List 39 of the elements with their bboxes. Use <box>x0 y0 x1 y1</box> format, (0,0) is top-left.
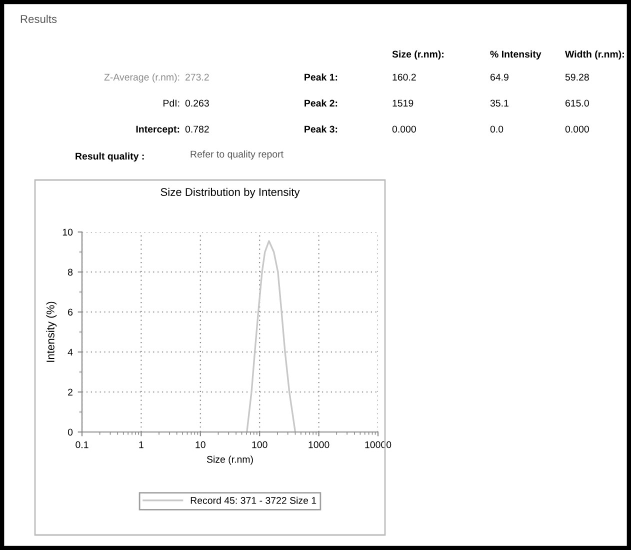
text: Width (r.nm): <box>565 50 624 60</box>
y-axis-title: Intensity (%) <box>46 302 57 362</box>
text: 0.000 <box>565 126 589 133</box>
x-tick-label: 10 <box>196 441 206 448</box>
text: 0.782 <box>185 126 209 133</box>
text: 615.0 <box>565 100 589 107</box>
text: % Intensity <box>490 50 542 60</box>
text: Refer to quality report <box>190 150 284 160</box>
text: Peak 2: <box>304 99 338 107</box>
text: 1519 <box>392 100 414 107</box>
y-tick-label: 2 <box>68 388 72 396</box>
text: Z-Average (r.nm): <box>104 73 180 83</box>
y-tick-label: 8 <box>68 268 73 276</box>
text: Results <box>20 14 57 23</box>
y-tick-label: 0 <box>68 428 73 436</box>
y-tick-label: 4 <box>68 348 73 356</box>
x-tick-label: 100 <box>252 441 268 448</box>
text: Result quality : <box>76 152 144 162</box>
x-axis-title: Size (r.nm) <box>206 456 253 465</box>
y-tick-label: 10 <box>62 228 73 236</box>
text: Size (r.nm): <box>392 50 444 60</box>
y-tick-label: 6 <box>68 308 73 316</box>
text: 160.2 <box>392 74 416 81</box>
chart-title: Size Distribution by Intensity <box>160 188 300 198</box>
text: 64.9 <box>490 74 508 81</box>
legend-label: Record 45: 371 - 3722 Size 1 <box>190 496 316 504</box>
text: 273.2 <box>185 74 209 81</box>
text: 35.1 <box>490 100 508 107</box>
x-tick-label: 1 <box>139 441 144 448</box>
text: 0.000 <box>392 126 416 133</box>
x-tick-label: 0.1 <box>76 441 88 448</box>
text: PdI: <box>164 99 180 107</box>
text: Peak 3: <box>304 125 338 133</box>
text: 59.28 <box>565 74 589 81</box>
x-tick-label: 1000 <box>308 441 330 448</box>
text: 0.263 <box>185 100 209 107</box>
text: 0.0 <box>490 126 504 133</box>
text: Intercept: <box>136 126 180 135</box>
text: Peak 1: <box>304 73 338 81</box>
